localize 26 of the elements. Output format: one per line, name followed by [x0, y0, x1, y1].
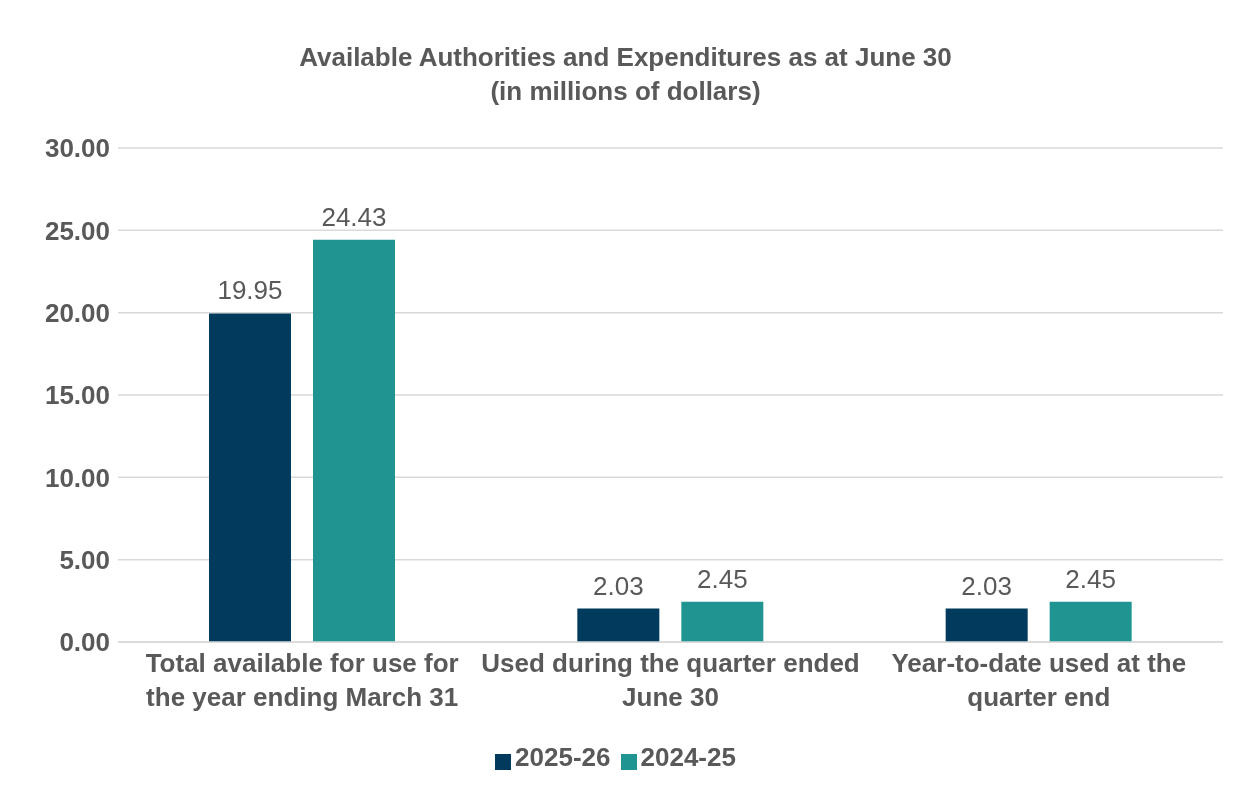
data-label: 24.43	[321, 201, 387, 232]
bar	[681, 601, 764, 642]
x-tick-label: Used during the quarter ended June 30	[481, 648, 860, 712]
y-tick-label: 20.00	[44, 297, 110, 328]
data-label: 2.45	[1065, 563, 1116, 594]
data-label: 2.03	[593, 570, 644, 601]
bar	[209, 313, 291, 642]
bar	[945, 608, 1028, 642]
y-tick-label: 25.00	[44, 215, 110, 246]
bar	[577, 608, 660, 642]
data-label: 2.45	[697, 563, 748, 594]
chart-title: Available Authorities and Expenditures as at June 30	[298, 41, 953, 74]
data-label: 2.03	[961, 570, 1012, 601]
y-tick-label: 15.00	[44, 380, 110, 411]
data-label: 19.95	[217, 275, 283, 306]
y-tick-label: 10.00	[44, 462, 110, 493]
bar	[313, 239, 395, 642]
x-tick-label: Year-to-date used at the quarter end	[891, 648, 1187, 712]
y-tick-label: 5.00	[59, 544, 110, 575]
legend-label: 2024-25	[640, 742, 736, 772]
y-tick-label: 0.00	[59, 627, 110, 658]
y-tick-label: 30.00	[44, 133, 110, 164]
bar	[1049, 601, 1132, 642]
chart-subtitle: (in millions of dollars)	[489, 75, 762, 108]
x-tick-label: Total available for use for the year ending March 31	[145, 648, 459, 712]
legend-label: 2025-26	[515, 742, 611, 772]
